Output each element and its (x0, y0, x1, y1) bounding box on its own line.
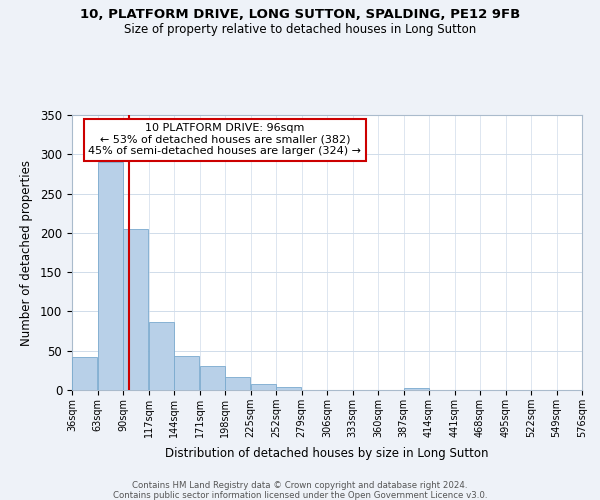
Bar (225, 376, 250, 390)
Bar (404, 388, 429, 390)
Bar (174, 356, 199, 390)
Text: Distribution of detached houses by size in Long Sutton: Distribution of detached houses by size … (165, 448, 489, 460)
Bar (98, 162, 123, 390)
Bar (200, 366, 225, 390)
Y-axis label: Number of detached properties: Number of detached properties (20, 160, 33, 346)
Bar (276, 387, 301, 390)
Bar (72, 357, 97, 390)
Text: 10 PLATFORM DRIVE: 96sqm
← 53% of detached houses are smaller (382)
45% of semi-: 10 PLATFORM DRIVE: 96sqm ← 53% of detach… (89, 123, 361, 156)
Text: Size of property relative to detached houses in Long Sutton: Size of property relative to detached ho… (124, 22, 476, 36)
Bar (123, 229, 148, 390)
Bar (251, 384, 276, 390)
Text: 10, PLATFORM DRIVE, LONG SUTTON, SPALDING, PE12 9FB: 10, PLATFORM DRIVE, LONG SUTTON, SPALDIN… (80, 8, 520, 20)
Bar (149, 322, 174, 390)
Text: Contains public sector information licensed under the Open Government Licence v3: Contains public sector information licen… (113, 491, 487, 500)
Text: Contains HM Land Registry data © Crown copyright and database right 2024.: Contains HM Land Registry data © Crown c… (132, 481, 468, 490)
